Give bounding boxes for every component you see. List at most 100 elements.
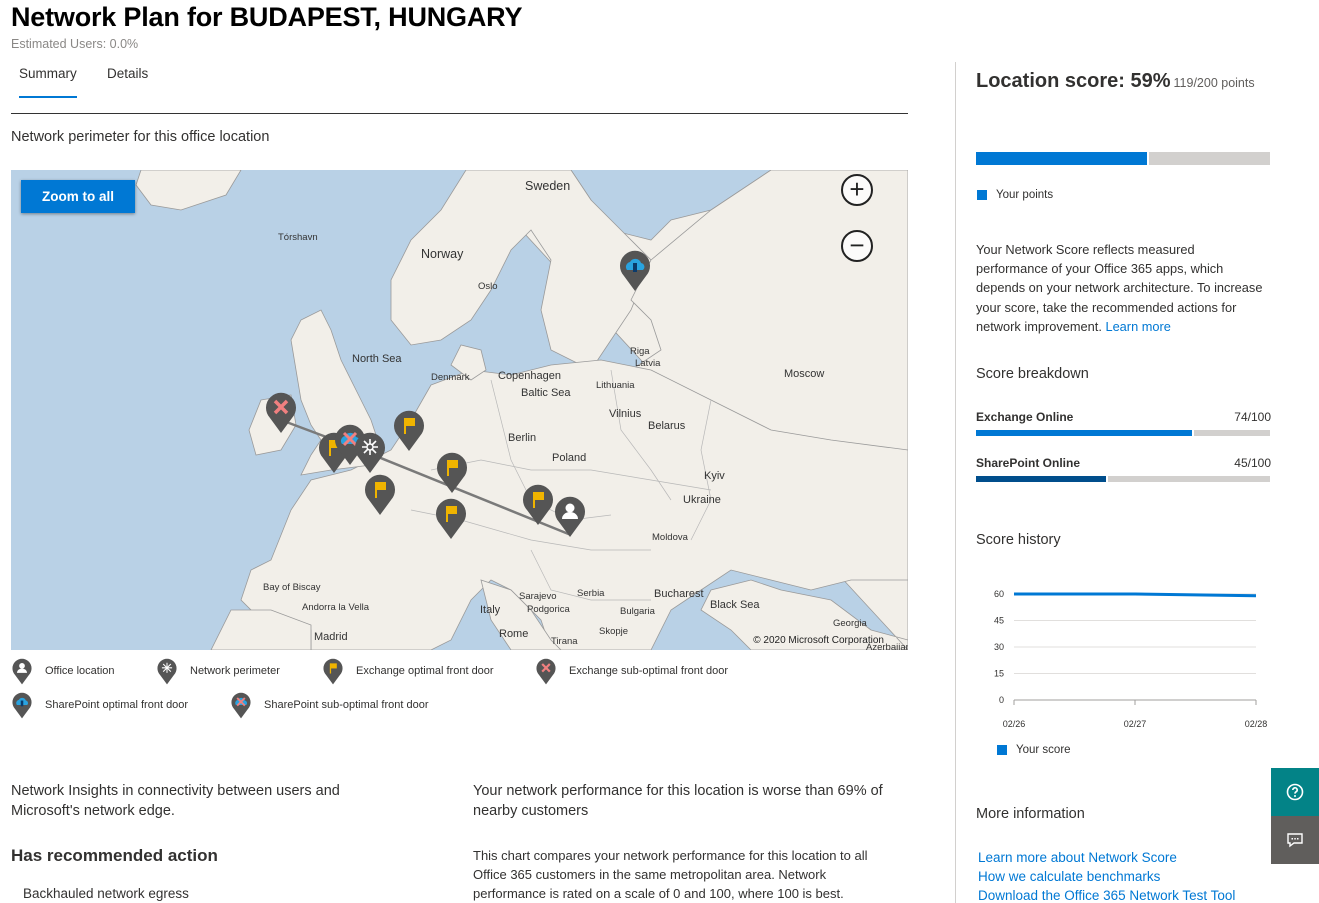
feedback-button[interactable]	[1271, 816, 1319, 864]
panel-divider	[955, 62, 956, 903]
location-score-bar-fill	[976, 152, 1150, 165]
history-y-tick: 0	[999, 695, 1004, 705]
breakdown-sharepoint-bar-fill	[976, 476, 1109, 482]
map-label: Rome	[499, 628, 529, 640]
map-label: Podgorica	[527, 604, 570, 615]
map-label: Latvia	[635, 358, 661, 369]
zoom-in-button[interactable]: +	[841, 174, 873, 206]
x-pin-icon	[536, 658, 556, 685]
flag-pin-icon[interactable]	[521, 482, 555, 526]
map-label: Norway	[421, 247, 464, 261]
sharepoint-optimal-pin-icon[interactable]	[618, 248, 652, 292]
tab-bar: Summary Details	[11, 62, 908, 114]
score-breakdown-heading: Score breakdown	[976, 366, 1089, 382]
exchange-suboptimal-pin-icon[interactable]	[264, 390, 298, 434]
flag-pin-icon[interactable]	[363, 472, 397, 516]
map-label: Moscow	[784, 368, 825, 380]
office-location-pin-icon[interactable]	[553, 494, 587, 538]
tab-summary[interactable]: Summary	[19, 66, 77, 98]
map-label: Madrid	[314, 631, 348, 643]
location-score-points: 119/200 points	[1173, 76, 1255, 90]
history-y-tick: 60	[994, 589, 1004, 599]
learn-more-link[interactable]: Learn more	[1105, 318, 1171, 334]
help-button[interactable]	[1271, 768, 1319, 816]
map-label: Azerbaijan	[866, 642, 908, 650]
your-points-swatch	[977, 190, 987, 200]
zoom-to-all-button[interactable]: Zoom to all	[21, 180, 135, 213]
map-label: Poland	[552, 452, 587, 464]
history-y-tick: 45	[994, 616, 1004, 626]
person-pin-icon	[12, 658, 32, 685]
flag-pin-icon[interactable]	[435, 450, 469, 494]
map-label: Copenhagen	[498, 370, 562, 382]
performance-comparison-heading: Your network performance for this locati…	[473, 783, 883, 819]
page-title: Network Plan for BUDAPEST, HUNGARY	[11, 2, 523, 32]
map-label: Andorra la Vella	[302, 602, 370, 613]
breakdown-exchange-value: 74/100	[1234, 410, 1271, 424]
map-section-label: Network perimeter for this office locati…	[11, 129, 270, 145]
map-background	[135, 170, 908, 650]
your-points-legend: Your points	[996, 189, 1054, 201]
map-label: Serbia	[577, 588, 605, 599]
question-icon	[1286, 783, 1304, 801]
download-test-tool-link[interactable]: Download the Office 365 Network Test Too…	[978, 888, 1236, 903]
map-label: Lithuania	[596, 380, 635, 391]
flag-pin-icon	[323, 658, 343, 685]
map-label: Bulgaria	[620, 606, 655, 617]
sharepoint-suboptimal-pin-icon[interactable]	[333, 422, 367, 466]
map-label: Moldova	[652, 532, 688, 543]
feedback-icon	[1287, 833, 1303, 848]
map-label: Belarus	[648, 420, 686, 432]
map-label: Skopje	[599, 626, 629, 637]
legend-sharepoint-optimal: SharePoint optimal front door	[11, 692, 188, 719]
network-perimeter-pin-icon[interactable]	[353, 430, 387, 474]
map-label: Sweden	[525, 179, 571, 193]
breakdown-sharepoint-name: SharePoint Online	[976, 456, 1081, 470]
legend-exchange-optimal: Exchange optimal front door	[322, 658, 494, 685]
map-label: North Sea	[352, 353, 402, 365]
cloud-x-pin-icon	[231, 692, 251, 719]
performance-comparison-description: This chart compares your network perform…	[473, 848, 868, 901]
legend-exchange-suboptimal: Exchange sub-optimal front door	[535, 658, 728, 685]
network-score-description: Your Network Score reflects measured per…	[976, 242, 1263, 334]
map-label: Kyiv	[704, 470, 725, 482]
your-score-swatch	[997, 745, 1007, 755]
map-label: Bucharest	[654, 588, 704, 600]
legend-office-location: Office location	[11, 658, 115, 685]
how-benchmarks-link[interactable]: How we calculate benchmarks	[978, 869, 1161, 884]
map-label: Berlin	[508, 432, 537, 444]
map-label: Bay of Biscay	[263, 582, 321, 593]
map-label: Ukraine	[683, 494, 721, 506]
score-history-chart: 60 45 30 15 0 02/26 02/27 02/28	[994, 589, 1267, 729]
breakdown-exchange-bar	[976, 430, 1270, 436]
history-series-line	[1014, 592, 1257, 598]
history-y-tick: 30	[994, 642, 1004, 652]
flag-pin-icon[interactable]	[434, 496, 468, 540]
breakdown-sharepoint-value: 45/100	[1234, 456, 1271, 470]
legend-network-perimeter: Network perimeter	[156, 658, 280, 685]
network-pin-icon	[157, 658, 177, 685]
learn-about-network-score-link[interactable]: Learn more about Network Score	[978, 850, 1177, 865]
cloud-pin-icon	[12, 692, 32, 719]
network-map[interactable]: Zoom to all + − Sweden Tórshavn Norway O…	[11, 170, 908, 650]
flag-pin-icon[interactable]	[392, 408, 426, 452]
map-label: Tirana	[551, 636, 578, 647]
map-label: Baltic Sea	[521, 387, 571, 399]
breakdown-exchange-name: Exchange Online	[976, 410, 1074, 424]
map-label: Vilnius	[609, 408, 642, 420]
estimated-users: Estimated Users: 0.0%	[11, 37, 139, 51]
map-label: Georgia	[833, 618, 867, 629]
history-x-tick: 02/27	[1124, 719, 1147, 729]
zoom-out-button[interactable]: −	[841, 230, 873, 262]
score-history-heading: Score history	[976, 532, 1061, 548]
breakdown-sharepoint-bar	[976, 476, 1270, 482]
recommended-action-item[interactable]: Backhauled network egress	[23, 886, 189, 901]
history-x-tick: 02/26	[1003, 719, 1026, 729]
map-label: Oslo	[478, 281, 498, 292]
tab-details[interactable]: Details	[107, 66, 149, 81]
map-label: Tórshavn	[278, 232, 318, 243]
location-score-bar	[976, 152, 1270, 165]
map-label: Denmark	[431, 372, 470, 383]
history-y-tick: 15	[994, 669, 1004, 679]
network-insights-text: Network Insights in connectivity between…	[11, 783, 340, 819]
